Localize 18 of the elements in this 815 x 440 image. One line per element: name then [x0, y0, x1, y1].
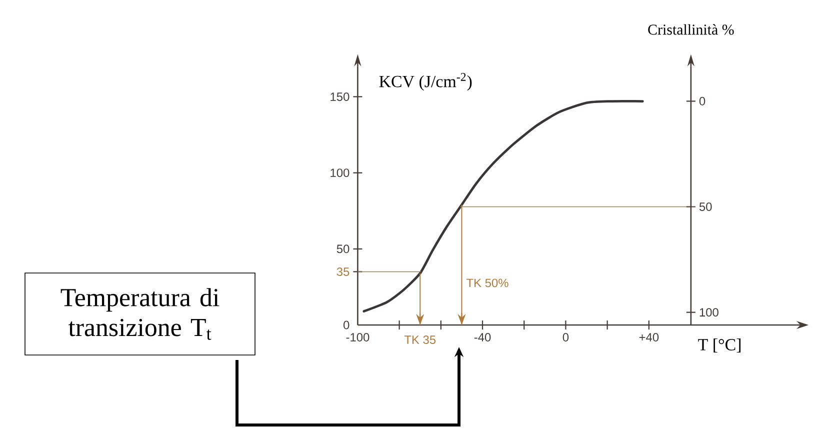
- y2-tick-label: 0: [699, 96, 706, 106]
- y-axis-title: KCV (J/cm$^{-2}$): [379, 72, 472, 91]
- ref-line-label: TK 35: [404, 336, 436, 344]
- x-axis-title: T [°C]: [698, 338, 740, 353]
- y-tick-label: 100: [330, 168, 350, 178]
- y2-tick-label: 50: [699, 202, 712, 211]
- y-tick-label: 150: [330, 92, 350, 101]
- y-tick-label: 35: [336, 268, 350, 276]
- y-tick-label: 0: [344, 320, 350, 330]
- y2-tick-label: 100: [700, 308, 718, 317]
- x-tick-label: +40: [639, 333, 659, 342]
- y2-axis-title: Cristallinità %: [648, 24, 734, 35]
- y-tick-label: 50: [336, 244, 350, 254]
- x-tick-label: -100: [346, 333, 370, 342]
- x-tick-label: -40: [474, 333, 491, 342]
- ref-line-label: TK 50%: [466, 278, 508, 288]
- x-tick-label: 0: [562, 333, 569, 342]
- text: Temperatura di transizione T$_{t}$: [60, 288, 220, 340]
